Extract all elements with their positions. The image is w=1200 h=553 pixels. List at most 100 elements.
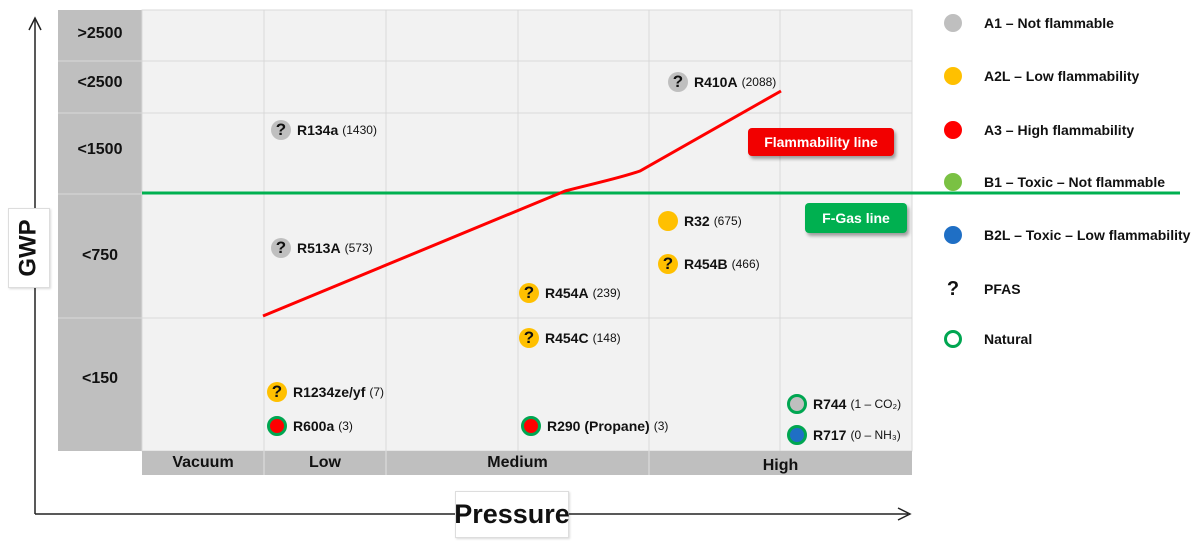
data-point: ? R454B (466) (658, 254, 760, 274)
pfas-mark: ? (662, 254, 674, 273)
data-point-gwp: (239) (592, 286, 621, 300)
legend-item: Natural (944, 330, 1032, 348)
legend-label: B1 – Toxic – Not flammable (984, 174, 1166, 190)
data-point-marker (787, 394, 807, 414)
x-tick-label: Medium (487, 454, 548, 471)
y-tick-label: <750 (81, 247, 119, 264)
legend-marker: ? (944, 277, 962, 300)
data-point-name: R454C (545, 330, 589, 346)
data-point: R290 (Propane) (3) (521, 416, 668, 436)
pfas-mark: ? (672, 72, 684, 91)
legend-item: A1 – Not flammable (944, 14, 1114, 32)
data-point-gwp: (1430) (342, 123, 377, 137)
data-point-gwp: (0 – NH₃) (850, 428, 901, 442)
legend-marker (944, 121, 962, 139)
data-point-gwp: (573) (344, 241, 373, 255)
data-point-gwp: (148) (592, 331, 621, 345)
data-point-marker (267, 416, 287, 436)
data-point-marker: ? (519, 328, 539, 348)
legend-marker (944, 330, 962, 348)
data-point-marker: ? (271, 238, 291, 258)
data-point-name: R513A (297, 240, 341, 256)
data-point-marker: ? (519, 283, 539, 303)
x-axis-title-text: Pressure (454, 499, 570, 529)
y-axis-title: GWP (8, 208, 50, 288)
y-tick-label: <2500 (77, 74, 123, 91)
pfas-mark: ? (275, 120, 287, 139)
data-point-gwp: (3) (653, 419, 669, 433)
legend-label: A3 – High flammability (984, 122, 1135, 138)
fgas-line-callout: F-Gas line (805, 203, 907, 233)
data-point: R717 (0 – NH₃) (787, 425, 901, 445)
data-point-gwp: (675) (713, 214, 742, 228)
data-point-name: R717 (813, 427, 847, 443)
data-point-marker: ? (271, 120, 291, 140)
data-point: R32 (675) (658, 211, 742, 231)
data-point: ? R134a (1430) (271, 120, 377, 140)
data-point-name: R134a (297, 122, 339, 138)
legend-marker (944, 14, 962, 32)
legend-item: A3 – High flammability (944, 121, 1134, 139)
data-point-marker: ? (267, 382, 287, 402)
data-point: ? R410A (2088) (668, 72, 776, 92)
legend-marker (944, 173, 962, 191)
pfas-mark: ? (523, 328, 535, 347)
data-point-gwp: (2088) (741, 75, 777, 89)
legend-pfas-symbol: ? (946, 277, 960, 300)
data-point-name: R454A (545, 285, 589, 301)
data-point-name: R454B (684, 256, 728, 272)
data-point: ? R513A (573) (271, 238, 373, 258)
data-point-gwp: (1 – CO₂) (850, 397, 902, 411)
data-point-name: R1234ze/yf (293, 384, 366, 400)
y-category-band (58, 10, 142, 451)
data-point-marker: ? (658, 254, 678, 274)
legend-label: PFAS (984, 281, 1021, 297)
y-axis-title-text: GWP (15, 219, 43, 277)
legend-item: B2L – Toxic – Low flammability (944, 226, 1190, 244)
data-point: ? R454C (148) (519, 328, 621, 348)
flammability-line (262, 89, 782, 318)
data-point-name: R32 (684, 213, 710, 229)
y-tick-label: >2500 (77, 25, 123, 42)
data-point-marker (658, 211, 678, 231)
data-point-name: R290 (Propane) (547, 418, 650, 434)
data-point: R744 (1 – CO₂) (787, 394, 901, 414)
data-point-name: R410A (694, 74, 738, 90)
legend-marker (944, 226, 962, 244)
pfas-mark: ? (271, 382, 283, 401)
x-tick-label: Vacuum (172, 454, 234, 471)
data-point-marker (521, 416, 541, 436)
y-tick-label: <150 (81, 370, 119, 387)
y-tick-label: <1500 (77, 141, 123, 158)
legend-label: B2L – Toxic – Low flammability (984, 227, 1191, 243)
x-tick-label: Low (309, 454, 341, 471)
legend-item: B1 – Toxic – Not flammable (944, 173, 1165, 191)
y-axis-arrow (28, 16, 42, 31)
data-point-gwp: (3) (338, 419, 353, 433)
data-point-gwp: (466) (731, 257, 760, 271)
data-point-name: R600a (293, 418, 335, 434)
legend-item: A2L – Low flammability (944, 67, 1139, 85)
pfas-mark: ? (523, 283, 535, 302)
legend-label: A2L – Low flammability (984, 68, 1140, 84)
fgas-line-label: F-Gas line (822, 210, 890, 226)
data-point-name: R744 (813, 396, 847, 412)
legend-label: Natural (984, 331, 1033, 347)
pfas-mark: ? (275, 238, 287, 257)
data-point: R600a (3) (267, 416, 353, 436)
x-tick-label: High (762, 457, 799, 474)
data-point-gwp: (7) (369, 385, 385, 399)
plot-area (141, 9, 913, 452)
x-axis-arrow (897, 507, 912, 521)
x-axis-title: Pressure (454, 491, 570, 538)
data-point: ? R454A (239) (519, 283, 621, 303)
x-category-band (142, 451, 912, 475)
data-point-marker (787, 425, 807, 445)
legend-item: ? PFAS (944, 277, 1021, 300)
legend-marker (944, 67, 962, 85)
data-point: ? R1234ze/yf (7) (267, 382, 384, 402)
data-point-marker: ? (668, 72, 688, 92)
flammability-line-callout: Flammability line (748, 128, 894, 156)
legend-label: A1 – Not flammable (984, 15, 1114, 31)
